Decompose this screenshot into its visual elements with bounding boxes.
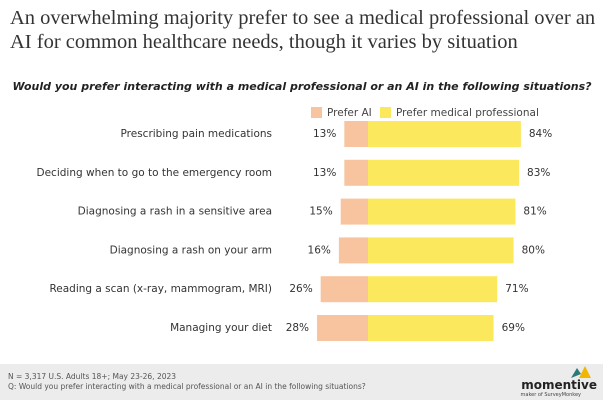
- bar: [338, 237, 368, 264]
- legend-swatch: [311, 107, 322, 118]
- title: An overwhelming majority prefer to see a…: [10, 6, 595, 54]
- category-label: Prescribing pain medications: [121, 128, 272, 140]
- value-label: 81%: [523, 206, 546, 218]
- category-label: Managing your diet: [170, 322, 272, 334]
- value-label: 15%: [309, 206, 332, 218]
- value-label: 84%: [529, 128, 552, 140]
- legend-swatch: [380, 107, 391, 118]
- value-label: 83%: [527, 167, 550, 179]
- category-label: Deciding when to go to the emergency roo…: [37, 167, 272, 179]
- chart: Would you prefer interacting with a medi…: [12, 80, 592, 341]
- footer: N = 3,317 U.S. Adults 18+; May 23-26, 20…: [0, 364, 603, 400]
- value-label: 13%: [313, 128, 336, 140]
- subtitle: Would you prefer interacting with a medi…: [12, 80, 592, 93]
- logo-icon: [571, 366, 591, 378]
- bar: [320, 276, 368, 303]
- bar: [317, 315, 368, 341]
- logo-shape: [571, 368, 581, 378]
- value-label: 28%: [286, 322, 309, 334]
- bar: [368, 276, 498, 303]
- logo-shape: [579, 366, 591, 378]
- title-line: AI for common healthcare needs, though i…: [10, 31, 518, 53]
- value-label: 71%: [505, 283, 528, 295]
- logo-tagline: maker of SurveyMonkey: [520, 392, 581, 398]
- value-label: 13%: [313, 167, 336, 179]
- value-label: 69%: [502, 322, 525, 334]
- category-label: Diagnosing a rash on your arm: [110, 244, 272, 256]
- value-label: 16%: [308, 244, 331, 256]
- title-line: An overwhelming majority prefer to see a…: [10, 7, 596, 29]
- logo-name: momentive: [521, 378, 597, 392]
- bar: [368, 237, 514, 264]
- legend-label: Prefer AI: [327, 107, 372, 119]
- footnote: Q: Would you prefer interacting with a m…: [8, 382, 366, 391]
- category-label: Reading a scan (x-ray, mammogram, MRI): [49, 283, 272, 295]
- bar: [344, 121, 368, 147]
- bar: [368, 315, 494, 341]
- value-label: 26%: [289, 283, 312, 295]
- category-label: Diagnosing a rash in a sensitive area: [78, 206, 272, 218]
- value-label: 80%: [522, 244, 545, 256]
- legend-label: Prefer medical professional: [396, 107, 539, 119]
- bar: [344, 159, 368, 186]
- footnote: N = 3,317 U.S. Adults 18+; May 23-26, 20…: [8, 372, 177, 381]
- bar: [340, 198, 368, 225]
- bar: [368, 198, 516, 225]
- bar: [368, 121, 521, 147]
- bar: [368, 159, 520, 186]
